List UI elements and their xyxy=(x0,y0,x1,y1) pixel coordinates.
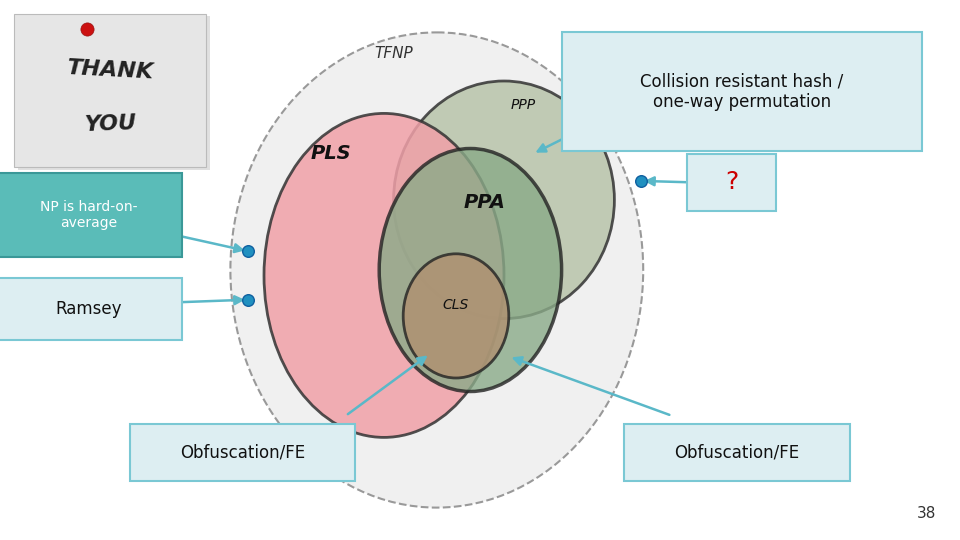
Text: Collision resistant hash /
one-way permutation: Collision resistant hash / one-way permu… xyxy=(640,72,843,111)
Ellipse shape xyxy=(379,148,562,392)
Text: Ramsey: Ramsey xyxy=(56,300,122,318)
Text: Obfuscation/FE: Obfuscation/FE xyxy=(180,443,305,461)
Text: PLS: PLS xyxy=(311,144,351,164)
Point xyxy=(240,295,255,304)
Ellipse shape xyxy=(230,32,643,508)
Text: NP is hard-on-
average: NP is hard-on- average xyxy=(40,200,137,230)
Ellipse shape xyxy=(264,113,504,437)
Text: Obfuscation/FE: Obfuscation/FE xyxy=(674,443,800,461)
Point xyxy=(240,247,255,255)
FancyBboxPatch shape xyxy=(687,154,776,211)
FancyBboxPatch shape xyxy=(18,16,210,170)
FancyBboxPatch shape xyxy=(14,14,206,167)
Text: PPA: PPA xyxy=(464,193,506,212)
Ellipse shape xyxy=(394,81,614,319)
Point xyxy=(634,177,649,185)
FancyBboxPatch shape xyxy=(130,424,355,481)
FancyBboxPatch shape xyxy=(562,32,922,151)
Text: YOU: YOU xyxy=(84,113,137,135)
Ellipse shape xyxy=(403,254,509,378)
Point xyxy=(80,24,95,33)
Text: TFNP: TFNP xyxy=(374,46,413,62)
Text: PPP: PPP xyxy=(511,98,536,112)
Text: CLS: CLS xyxy=(443,298,469,312)
Text: THANK: THANK xyxy=(66,58,155,83)
FancyBboxPatch shape xyxy=(0,278,182,340)
Text: ?: ? xyxy=(725,170,738,194)
FancyBboxPatch shape xyxy=(624,424,850,481)
Text: 38: 38 xyxy=(917,506,936,521)
FancyBboxPatch shape xyxy=(0,173,182,256)
